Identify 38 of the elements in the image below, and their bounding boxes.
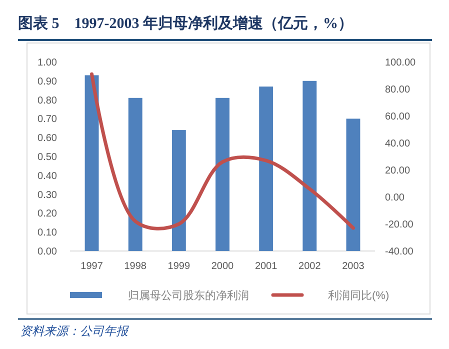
y2-tick-label: -20.00	[385, 220, 414, 230]
x-tick-label: 2001	[254, 261, 278, 272]
x-tick-label: 2000	[211, 261, 234, 272]
y-tick-label: 0.30	[38, 190, 58, 201]
text: 资料来源：公司年报	[20, 324, 129, 338]
bar	[84, 75, 99, 251]
legend-label: 利润同比(%)	[328, 289, 390, 302]
y-tick-label: 0.40	[38, 170, 58, 182]
y2-tick-label: 60.00	[385, 112, 410, 122]
x-tick-label: 1997	[80, 261, 104, 272]
y2-tick-label: 100.00	[385, 58, 416, 68]
chart-title: 图表 5 1997-2003 年归母净利及增速（亿元，%）	[18, 15, 353, 32]
bar	[259, 86, 274, 251]
x-tick-label: 1998	[124, 261, 147, 272]
y-tick-label: 0.90	[38, 76, 58, 88]
bar	[128, 98, 142, 251]
y-tick-label: 0.50	[38, 152, 58, 163]
y-tick-label: 0.80	[38, 95, 58, 106]
y-tick-label: 0.00	[38, 246, 58, 258]
y2-tick-label: 20.00	[385, 166, 410, 176]
x-tick-label: 2002	[298, 261, 322, 272]
y-tick-label: 0.60	[38, 133, 58, 144]
y2-tick-label: 0.00	[385, 192, 405, 204]
y-tick-label: 0.20	[38, 208, 58, 220]
bar	[216, 98, 230, 251]
y2-tick-label: 40.00	[385, 138, 410, 150]
x-tick-label: 1999	[168, 261, 190, 272]
legend-label: 归属母公司股东的净利润	[128, 289, 249, 302]
y2-tick-label: -40.00	[385, 246, 414, 258]
y2-tick-label: 80.00	[385, 84, 410, 96]
x-tick-label: 2003	[342, 261, 365, 272]
line-series	[90, 72, 355, 230]
y-tick-label: 0.10	[38, 228, 58, 239]
bar	[302, 80, 317, 251]
bar	[346, 118, 360, 251]
bar	[172, 130, 186, 251]
y-tick-label: 0.70	[38, 114, 58, 126]
y-tick-label: 1.00	[38, 58, 58, 68]
